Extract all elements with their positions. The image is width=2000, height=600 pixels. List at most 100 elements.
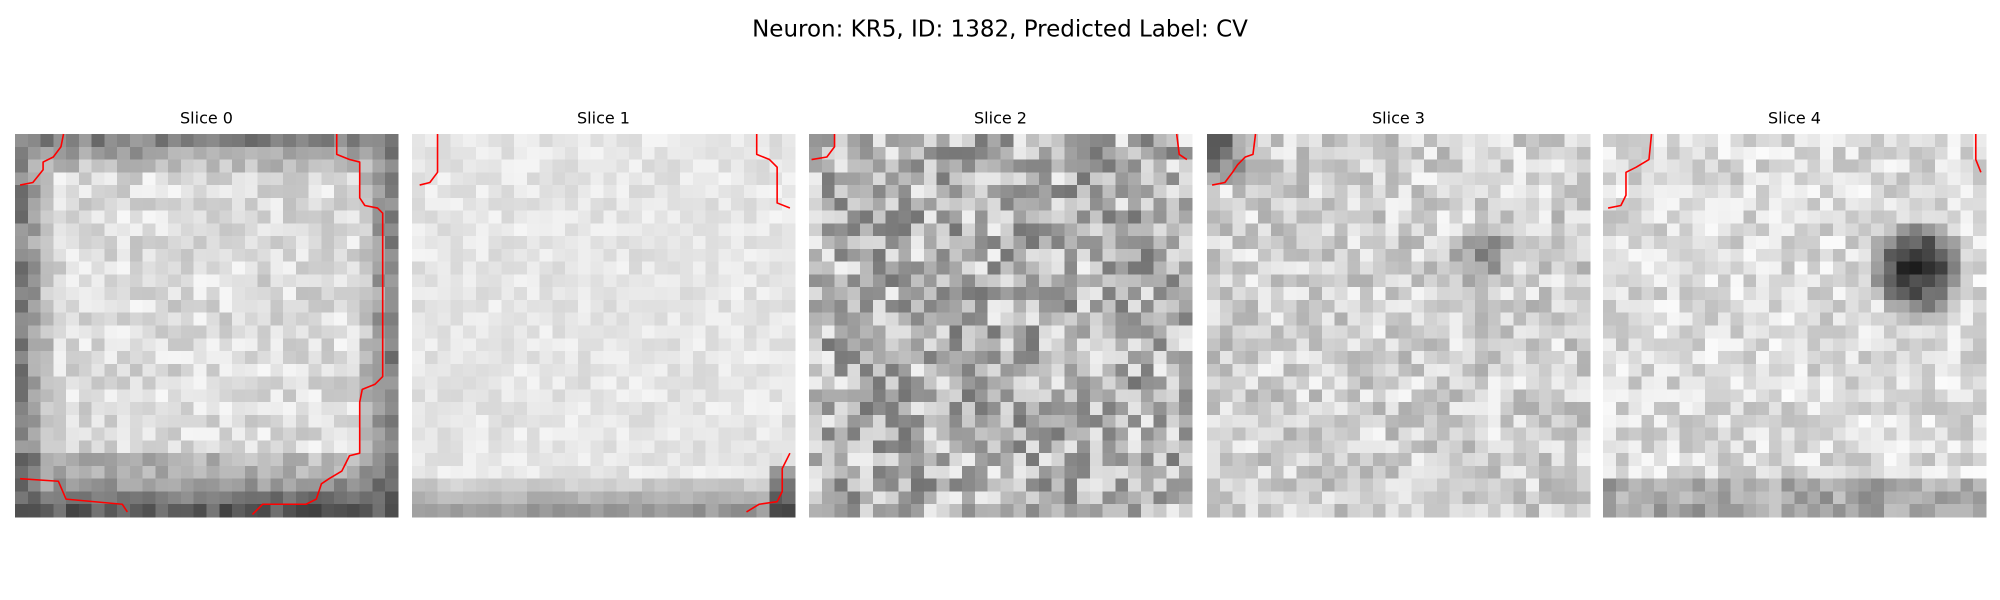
pixel: [847, 504, 861, 518]
pixel: [1577, 134, 1591, 148]
pixel: [1207, 389, 1221, 403]
pixel: [590, 134, 604, 148]
pixel: [1883, 453, 1897, 467]
pixel: [577, 236, 591, 250]
pixel: [860, 248, 874, 262]
pixel: [1513, 440, 1527, 454]
pixel: [1973, 376, 1987, 390]
pixel: [1768, 159, 1782, 173]
pixel: [1334, 363, 1348, 377]
pixel: [1372, 261, 1386, 275]
pixel: [1398, 351, 1412, 365]
pixel: [463, 325, 477, 339]
image-panel: [809, 134, 1193, 518]
pixel: [1692, 261, 1706, 275]
pixel: [705, 287, 719, 301]
pixel: [117, 338, 131, 352]
pixel: [1603, 185, 1617, 199]
pixel: [168, 146, 182, 160]
pixel: [219, 210, 233, 224]
pixel: [142, 210, 156, 224]
pixel: [129, 478, 143, 492]
pixel: [270, 402, 284, 416]
pixel: [53, 465, 67, 479]
pixel: [1654, 440, 1668, 454]
pixel: [1743, 376, 1757, 390]
pixel: [692, 389, 706, 403]
pixel: [834, 159, 848, 173]
pixel: [1934, 338, 1948, 352]
pixel: [552, 236, 566, 250]
pixel: [180, 351, 194, 365]
pixel: [1245, 363, 1259, 377]
pixel: [1436, 172, 1450, 186]
pixel: [1756, 274, 1770, 288]
pixel: [514, 363, 528, 377]
pixel: [949, 159, 963, 173]
pixel: [552, 248, 566, 262]
pixel: [1013, 351, 1027, 365]
pixel: [1934, 376, 1948, 390]
pixel: [1717, 440, 1731, 454]
pixel: [898, 440, 912, 454]
pixel: [1768, 338, 1782, 352]
pixel: [1089, 453, 1103, 467]
pixel: [1436, 210, 1450, 224]
pixel: [1296, 210, 1310, 224]
pixel: [1679, 185, 1693, 199]
pixel: [1717, 338, 1731, 352]
pixel: [308, 325, 322, 339]
pixel: [1347, 351, 1361, 365]
pixel: [206, 299, 220, 313]
pixel: [270, 465, 284, 479]
pixel: [244, 185, 258, 199]
pixel: [346, 351, 360, 365]
pixel: [834, 146, 848, 160]
pixel: [232, 299, 246, 313]
pixel: [1641, 248, 1655, 262]
pixel: [129, 236, 143, 250]
pixel: [488, 185, 502, 199]
pixel: [1296, 325, 1310, 339]
pixel: [1756, 236, 1770, 250]
pixel: [526, 491, 540, 505]
pixel: [372, 351, 386, 365]
pixel: [1666, 274, 1680, 288]
pixel: [1270, 185, 1284, 199]
pixel: [1551, 427, 1565, 441]
pixel: [667, 134, 681, 148]
pixel: [1283, 185, 1297, 199]
pixel: [1526, 223, 1540, 237]
pixel: [629, 351, 643, 365]
pixel: [860, 210, 874, 224]
pixel: [1577, 351, 1591, 365]
pixel: [1013, 146, 1027, 160]
pixel: [1038, 338, 1052, 352]
pixel: [1296, 159, 1310, 173]
pixel: [1475, 248, 1489, 262]
pixel: [1807, 274, 1821, 288]
pixel: [1679, 274, 1693, 288]
pixel: [1922, 491, 1936, 505]
pixel: [936, 465, 950, 479]
pixel: [450, 402, 464, 416]
pixel: [91, 402, 105, 416]
pixel: [1781, 146, 1795, 160]
pixel: [1219, 453, 1233, 467]
pixel: [117, 236, 131, 250]
pixel: [1730, 402, 1744, 416]
pixel: [1564, 210, 1578, 224]
pixel: [308, 389, 322, 403]
pixel: [1973, 351, 1987, 365]
pixel: [1832, 146, 1846, 160]
pixel: [412, 172, 426, 186]
pixel: [193, 287, 207, 301]
pixel: [1372, 363, 1386, 377]
pixel: [1551, 440, 1565, 454]
pixel: [385, 134, 399, 148]
pixel: [1883, 325, 1897, 339]
pixel: [1140, 363, 1154, 377]
pixel: [257, 172, 271, 186]
pixel: [705, 325, 719, 339]
pixel: [718, 491, 732, 505]
